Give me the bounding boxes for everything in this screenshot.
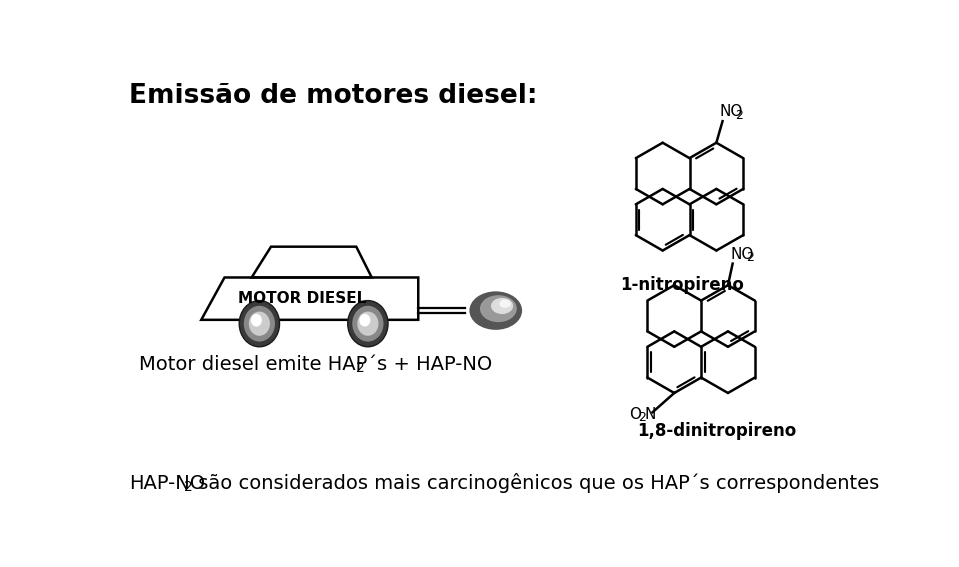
Ellipse shape xyxy=(251,314,262,327)
Text: 2: 2 xyxy=(356,361,365,375)
Ellipse shape xyxy=(248,311,269,336)
Text: NO: NO xyxy=(719,104,743,120)
Ellipse shape xyxy=(491,298,513,314)
Text: são considerados mais carcinogênicos que os HAP´s correspondentes: são considerados mais carcinogênicos que… xyxy=(192,473,879,493)
Ellipse shape xyxy=(348,301,388,347)
Text: 2: 2 xyxy=(638,411,645,424)
Text: 2: 2 xyxy=(735,108,743,121)
Text: NO: NO xyxy=(731,247,754,262)
Text: MOTOR DIESEL: MOTOR DIESEL xyxy=(238,291,366,306)
Ellipse shape xyxy=(480,295,517,322)
Ellipse shape xyxy=(239,301,279,347)
Ellipse shape xyxy=(352,306,384,341)
Text: Emissão de motores diesel:: Emissão de motores diesel: xyxy=(129,83,538,109)
Text: HAP-NO: HAP-NO xyxy=(129,473,205,493)
Text: 2: 2 xyxy=(746,251,754,264)
Ellipse shape xyxy=(360,314,370,327)
Text: 1,8-dinitropireno: 1,8-dinitropireno xyxy=(637,422,796,441)
Ellipse shape xyxy=(500,299,511,308)
Text: 1-nitropireno: 1-nitropireno xyxy=(620,276,743,294)
Text: 2: 2 xyxy=(184,480,193,494)
Text: Motor diesel emite HAP´s + HAP-NO: Motor diesel emite HAP´s + HAP-NO xyxy=(139,355,493,374)
Text: O: O xyxy=(629,407,642,422)
Ellipse shape xyxy=(244,306,275,341)
Ellipse shape xyxy=(358,311,379,336)
Text: N: N xyxy=(644,407,656,422)
Ellipse shape xyxy=(469,291,522,330)
